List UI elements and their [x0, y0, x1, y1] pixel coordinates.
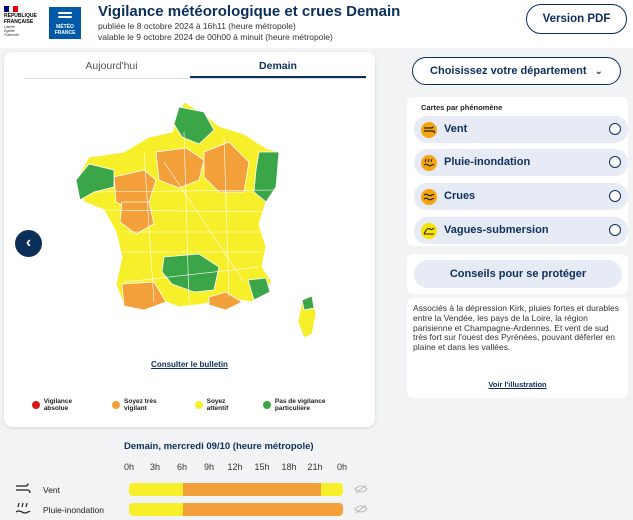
hour-label: 6h [176, 462, 187, 472]
red-dot-icon [32, 401, 40, 409]
phenomenon-label: Vagues-submersion [444, 224, 549, 236]
phenomenon-label: Crues [444, 190, 476, 202]
legend-item: Soyez attentif [194, 398, 247, 412]
pdf-version-button[interactable]: Version PDF [526, 4, 627, 34]
map-legend: Vigilance absolue Soyez très vigilant So… [32, 398, 375, 412]
timeline-segment-jaune [320, 483, 343, 496]
corsica-north [301, 295, 315, 311]
tab-tomorrow[interactable]: Demain [190, 60, 366, 78]
phenomenon-flood[interactable]: Crues [414, 183, 628, 210]
hour-label: 12h [227, 462, 243, 472]
republique-francaise-logo[interactable]: RÉPUBLIQUE FRANÇAISE Liberté Égalité Fra… [4, 6, 44, 40]
legend-label: Soyez attentif [206, 398, 229, 412]
eye-off-icon[interactable] [354, 484, 368, 494]
timeline-row-label: Pluie-inondation [43, 505, 104, 515]
yellow-dot-icon [194, 401, 203, 409]
orange-zone-pyrenees [121, 281, 167, 311]
previous-arrow-button[interactable]: ‹ [15, 230, 42, 257]
timeline-row-label: Vent [43, 485, 61, 495]
mf-line1: MÉTÉO [56, 24, 74, 30]
phenomenon-label: Pluie-inondation [444, 156, 531, 168]
legend-item: Vigilance absolue [32, 398, 96, 412]
meteo-france-logo[interactable]: MÉTÉO FRANCE [49, 7, 81, 39]
green-zone-east [253, 151, 280, 203]
phenomenon-waves[interactable]: Vagues-submersion [414, 217, 628, 244]
orange-zone-mediterranean [208, 291, 243, 311]
green-zone-brittany [75, 163, 115, 201]
green-zone-alps [247, 277, 271, 301]
advice-card: Conseils pour se protéger [407, 254, 628, 294]
hour-label: 9h [203, 462, 214, 472]
choose-department-dropdown[interactable]: Choisissez votre département ⌄ [412, 57, 621, 85]
hour-label: 0h [123, 462, 134, 472]
eye-off-icon[interactable] [354, 504, 368, 514]
rf-line1: RÉPUBLIQUE [4, 13, 37, 19]
legend-item: Pas de vigilance particulière [263, 398, 359, 412]
timeline-segment-jaune [129, 483, 183, 496]
timeline-segment-orange [182, 503, 343, 516]
legend-label: Soyez très vigilant [124, 398, 157, 412]
chevron-left-icon: ‹ [25, 234, 32, 251]
rf-motto3: Fraternité [4, 33, 19, 37]
rf-motto1: Liberté [4, 25, 15, 29]
mf-line2: FRANCE [54, 30, 76, 36]
phenomenon-wind[interactable]: Vent [414, 116, 628, 143]
advice-button[interactable]: Conseils pour se protéger [414, 260, 622, 288]
flood-icon [421, 189, 437, 205]
hour-label: 3h [149, 462, 160, 472]
phenomenon-radio[interactable] [609, 156, 621, 168]
rain-flood-icon [421, 155, 437, 171]
hour-label: 0h [336, 462, 347, 472]
timeline-title: Demain, mercredi 09/10 (heure métropole) [124, 441, 314, 452]
phenomenon-radio[interactable] [609, 224, 621, 236]
waves-icon [421, 223, 437, 239]
phenomenon-radio[interactable] [609, 123, 621, 135]
bulletin-link[interactable]: Consulter le bulletin [151, 360, 228, 369]
wind-icon [16, 483, 31, 494]
legend-label: Pas de vigilance particulière [274, 398, 326, 412]
department-borders [93, 131, 275, 303]
orange-dot-icon [112, 401, 121, 409]
validity-date: valable le 9 octobre 2024 de 00h00 à min… [98, 32, 333, 42]
timeline-segment-orange [182, 483, 321, 496]
page-title: Vigilance météorologique et crues Demain [98, 3, 401, 20]
description-card: Associés à la dépression Kirk, pluies fo… [407, 298, 628, 398]
phenomena-card: Cartes par phénomène Vent Pluie-inondati… [407, 97, 628, 246]
green-zone-south [161, 253, 220, 293]
french-flag-icon [4, 6, 19, 12]
rf-line2: FRANÇAISE [4, 19, 34, 25]
phenomenon-rain-flood[interactable]: Pluie-inondation [414, 149, 628, 176]
tab-divider [24, 78, 366, 79]
timeline-bar-wind [129, 483, 343, 496]
choose-department-label: Choisissez votre département [430, 65, 587, 77]
illustration-link[interactable]: Voir l'illustration [488, 380, 547, 389]
phenomena-title: Cartes par phénomène [421, 103, 503, 112]
rain-flood-icon [15, 502, 31, 514]
hour-label: 21h [307, 462, 323, 472]
published-date: publiée le 8 octobre 2024 à 16h11 (heure… [98, 21, 296, 31]
meteo-france-waves-icon [58, 12, 72, 22]
weather-description: Associés à la dépression Kirk, pluies fo… [413, 303, 619, 353]
green-dot-icon [263, 401, 271, 409]
timeline-bar-rain-flood [129, 503, 343, 516]
wind-icon [421, 122, 437, 138]
rf-motto2: Égalité [4, 29, 15, 33]
hour-label: 18h [281, 462, 297, 472]
phenomenon-label: Vent [444, 123, 468, 135]
tab-today[interactable]: Aujourd'hui [85, 60, 138, 72]
map-card: Aujourd'hui Demain ‹ Consulter le bullet… [4, 52, 375, 427]
phenomenon-radio[interactable] [609, 190, 621, 202]
legend-item: Soyez très vigilant [112, 398, 179, 412]
legend-label: Vigilance absolue [43, 398, 73, 412]
header: RÉPUBLIQUE FRANÇAISE Liberté Égalité Fra… [0, 0, 633, 48]
timeline-segment-jaune [129, 503, 183, 516]
orange-zone-champagne [203, 141, 250, 193]
chevron-down-icon: ⌄ [594, 66, 603, 77]
hour-label: 15h [254, 462, 270, 472]
vigilance-map[interactable] [4, 52, 375, 352]
orange-zone-center [155, 147, 205, 189]
